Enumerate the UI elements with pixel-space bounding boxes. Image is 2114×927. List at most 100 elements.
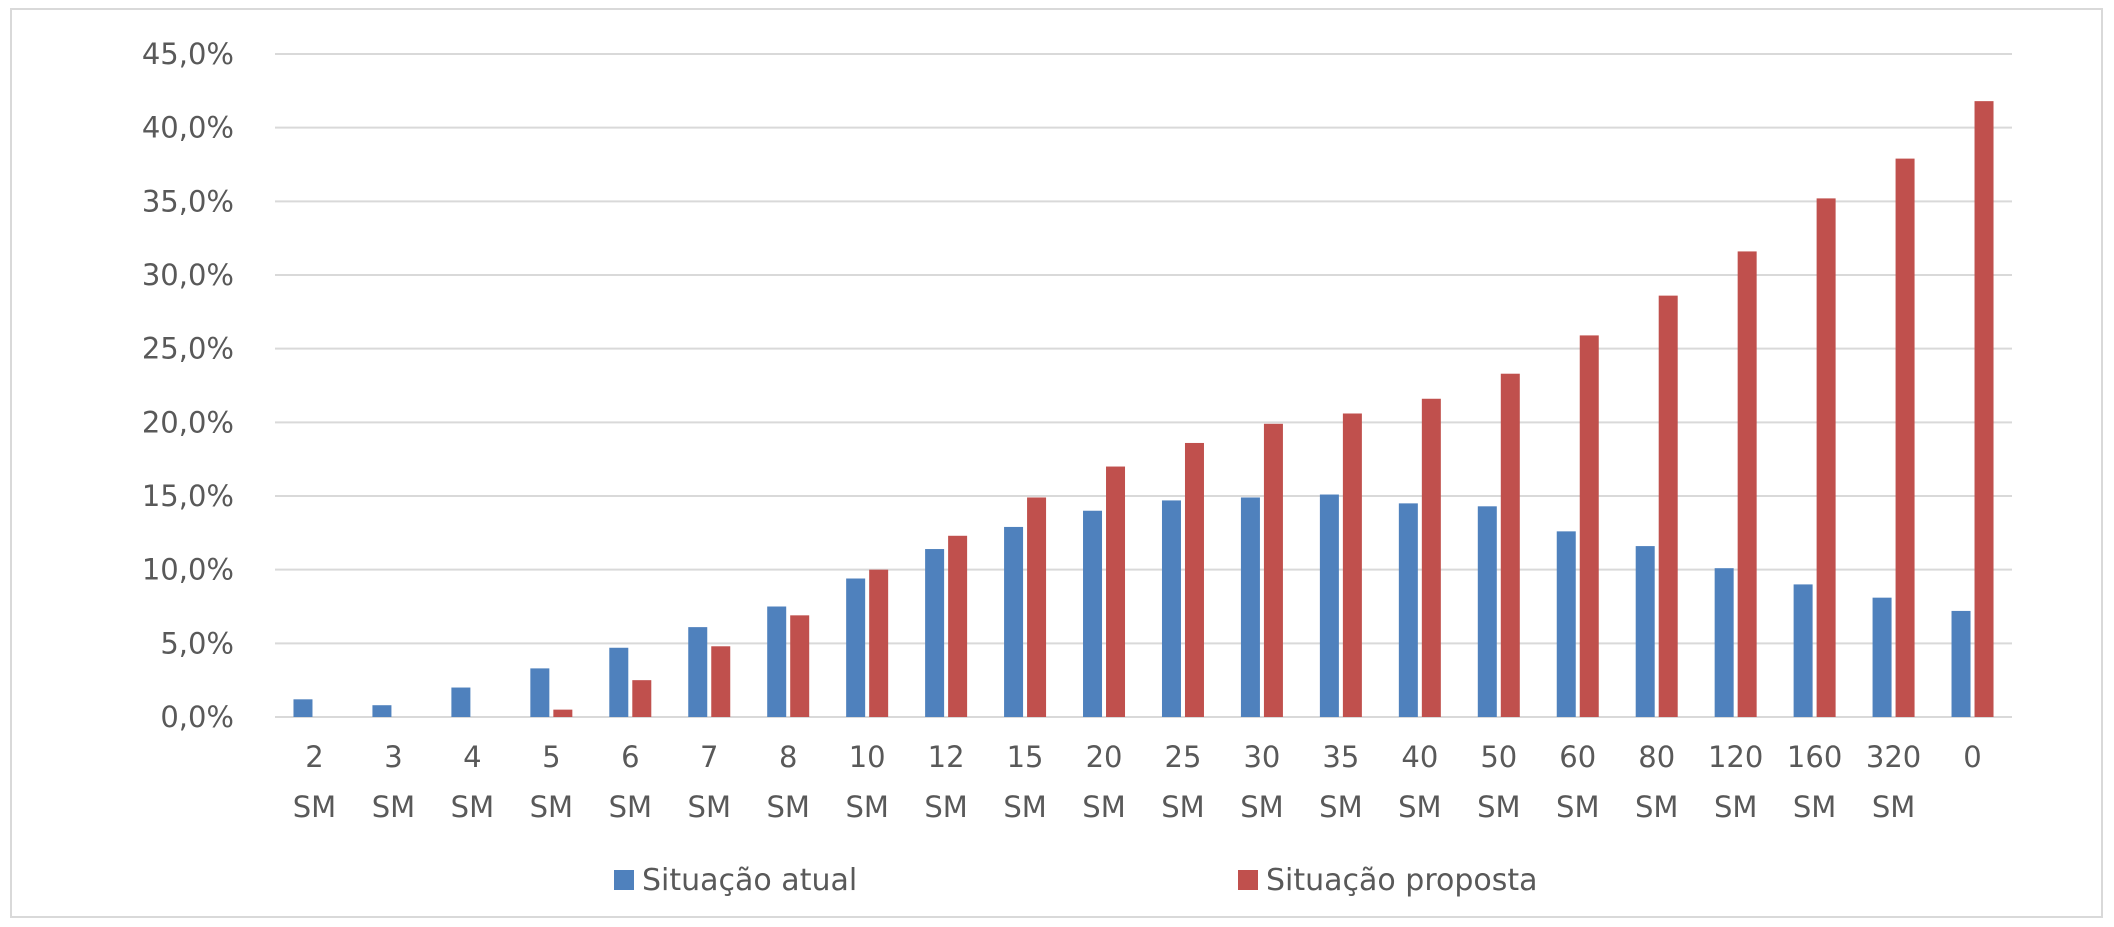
x-tick-label: 12 — [928, 740, 965, 774]
y-tick-label: 20,0% — [142, 405, 234, 439]
y-tick-label: 40,0% — [142, 111, 234, 145]
bar-situacao-proposta — [1658, 295, 1678, 717]
bar-situacao-atual — [1714, 568, 1734, 717]
gridlines — [275, 53, 2012, 718]
bar-situacao-proposta — [1500, 373, 1520, 717]
bar-situacao-proposta — [1106, 466, 1126, 717]
bar-situacao-proposta — [1184, 442, 1204, 717]
x-tick-label: 15 — [1007, 740, 1044, 774]
bar-situacao-atual — [1951, 610, 1971, 717]
x-tick-label: SM — [293, 790, 336, 824]
x-tick-label: SM — [609, 790, 652, 824]
bar-situacao-atual — [1004, 526, 1024, 717]
x-tick-label: SM — [1319, 790, 1362, 824]
bar-situacao-atual — [1240, 497, 1260, 717]
x-tick-label: SM — [1161, 790, 1204, 824]
x-tick-label: SM — [1793, 790, 1836, 824]
bar-situacao-atual — [451, 687, 471, 717]
x-tick-label: SM — [924, 790, 967, 824]
x-tick-label: 320 — [1866, 740, 1921, 774]
x-tick-label: 40 — [1401, 740, 1438, 774]
bar-situacao-atual — [767, 606, 787, 717]
bar-situacao-proposta — [1816, 198, 1836, 718]
x-axis-ticks: 2 SM 3 SM 4 SM 5 SM 6 SM 7 SM 8 SM 10 SM 12 SM 15 SM 20 SM 25 S… — [293, 740, 1982, 824]
x-tick-label: SM — [688, 790, 731, 824]
bar-situacao-atual — [1556, 531, 1576, 717]
y-tick-label: 45,0% — [142, 37, 234, 71]
x-tick-label: 120 — [1708, 740, 1763, 774]
x-tick-label: SM — [766, 790, 809, 824]
bar-situacao-atual — [609, 647, 629, 717]
x-tick-label: 25 — [1165, 740, 1202, 774]
x-tick-label: 4 — [463, 740, 481, 774]
x-tick-label: 3 — [384, 740, 402, 774]
bar-situacao-atual — [1083, 510, 1103, 717]
x-tick-label: 6 — [621, 740, 639, 774]
x-tick-label: 2 — [305, 740, 323, 774]
x-tick-label: SM — [1477, 790, 1520, 824]
y-tick-label: 10,0% — [142, 553, 234, 587]
bar-situacao-proposta — [711, 646, 731, 717]
x-tick-label: SM — [1082, 790, 1125, 824]
x-tick-label: SM — [845, 790, 888, 824]
bar-situacao-proposta — [790, 615, 810, 717]
bar-situacao-proposta — [1421, 398, 1441, 717]
x-tick-label: 7 — [700, 740, 718, 774]
x-tick-label: SM — [1556, 790, 1599, 824]
bar-situacao-atual — [1872, 597, 1892, 717]
bar-situacao-atual — [925, 549, 945, 717]
bar-situacao-atual — [1319, 494, 1339, 717]
bar-situacao-proposta — [869, 569, 889, 717]
x-tick-label: 80 — [1638, 740, 1675, 774]
y-tick-label: 0,0% — [160, 700, 234, 734]
y-tick-label: 25,0% — [142, 332, 234, 366]
legend-swatch — [614, 870, 634, 890]
x-tick-label: SM — [1872, 790, 1915, 824]
x-tick-label: 8 — [779, 740, 797, 774]
chart-container: 0,0% 5,0% 10,0% 15,0% 20,0% 25,0% 30,0% 35,0% 40… — [10, 8, 2103, 918]
y-tick-label: 15,0% — [142, 479, 234, 513]
x-tick-label: SM — [1240, 790, 1283, 824]
bar-situacao-atual — [846, 578, 866, 717]
bar-situacao-atual — [530, 668, 550, 717]
x-tick-label: 60 — [1559, 740, 1596, 774]
bar-situacao-proposta — [1737, 251, 1757, 717]
x-tick-label: 5 — [542, 740, 560, 774]
bar-situacao-atual — [1635, 546, 1655, 717]
x-tick-label: 20 — [1086, 740, 1123, 774]
bar-situacao-atual — [1793, 584, 1813, 717]
bars — [293, 101, 1994, 718]
x-tick-label: 0 — [1963, 740, 1981, 774]
x-tick-label: 10 — [849, 740, 886, 774]
bar-situacao-atual — [293, 699, 313, 717]
x-tick-label: 50 — [1480, 740, 1517, 774]
bar-situacao-atual — [1161, 500, 1181, 717]
x-tick-label: 160 — [1787, 740, 1842, 774]
x-tick-label: SM — [530, 790, 573, 824]
x-tick-label: SM — [1398, 790, 1441, 824]
bar-situacao-proposta — [1895, 158, 1915, 717]
x-tick-label: SM — [372, 790, 415, 824]
legend: Situação atual Situação proposta — [614, 863, 1538, 898]
x-tick-label: SM — [1714, 790, 1757, 824]
bar-situacao-proposta — [1263, 423, 1283, 717]
bar-situacao-atual — [688, 627, 708, 717]
bar-situacao-proposta — [1027, 497, 1047, 717]
y-tick-label: 35,0% — [142, 184, 234, 218]
y-axis-ticks: 0,0% 5,0% 10,0% 15,0% 20,0% 25,0% 30,0% 35,0% 40… — [142, 37, 234, 734]
bar-situacao-atual — [1477, 506, 1497, 717]
bar-situacao-atual — [1398, 503, 1418, 717]
y-tick-label: 5,0% — [160, 626, 234, 660]
bar-chart: 0,0%5,0%10,0%15,0%20,0%25,0%30,0%35,0%40… — [142, 37, 2012, 898]
y-tick-label: 30,0% — [142, 258, 234, 292]
bar-situacao-proposta — [1974, 101, 1994, 717]
bar-situacao-proposta — [632, 680, 652, 717]
legend-label: Situação proposta — [1266, 863, 1538, 898]
x-tick-label: 35 — [1322, 740, 1359, 774]
bar-situacao-proposta — [1342, 413, 1362, 717]
legend-label: Situação atual — [642, 863, 857, 898]
legend-swatch — [1238, 870, 1258, 890]
x-tick-label: SM — [1003, 790, 1046, 824]
bar-situacao-atual — [372, 705, 392, 717]
x-tick-label: SM — [451, 790, 494, 824]
